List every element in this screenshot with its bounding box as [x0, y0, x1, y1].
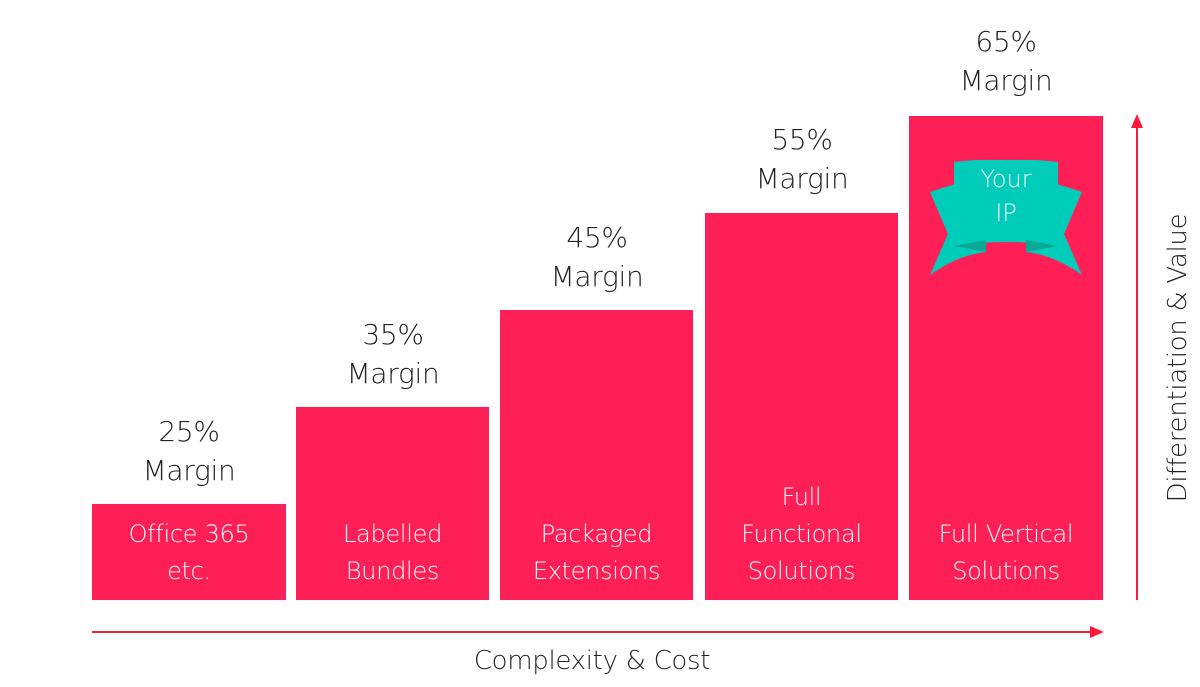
- bar-label-line: Bundles: [345, 557, 440, 585]
- y-axis-title: Differentiation & Value: [1163, 213, 1193, 503]
- margin-value: 65%: [975, 25, 1037, 58]
- bar-label-line: Functional: [741, 520, 862, 548]
- ribbon-text: Your IP: [928, 162, 1084, 230]
- arrow-up-icon: [1131, 114, 1143, 128]
- bar-label-line: Labelled: [342, 520, 442, 548]
- bar-label: Packaged Extensions: [532, 516, 661, 600]
- bar-label-line: Extensions: [532, 557, 661, 585]
- bar-label-line: Packaged: [540, 520, 653, 548]
- bar-label-line: Solutions: [952, 557, 1060, 585]
- x-axis-line: [92, 631, 1092, 633]
- bar-label-line: Full: [781, 483, 822, 511]
- bar-label: Full Functional Solutions: [741, 479, 862, 600]
- bar-label-line: Full Vertical: [938, 520, 1074, 548]
- margin-word: Margin: [755, 162, 849, 195]
- bar-label: Labelled Bundles: [343, 516, 442, 600]
- margin-label-2: 35% Margin: [296, 315, 490, 393]
- bar-office-365: Office 365 etc.: [92, 504, 286, 600]
- bar-label-line: Solutions: [747, 557, 856, 585]
- margin-value: 25%: [158, 415, 220, 448]
- bar-label-line: Office 365: [128, 520, 250, 548]
- margin-word: Margin: [346, 357, 440, 390]
- margin-label-5: 65% Margin: [909, 22, 1103, 100]
- margin-value: 35%: [362, 318, 424, 351]
- bar-label: Office 365 etc.: [129, 516, 250, 600]
- margin-word: Margin: [142, 454, 236, 487]
- ribbon-badge-icon: [930, 160, 1082, 275]
- bar-labelled-bundles: Labelled Bundles: [296, 407, 489, 600]
- margin-word: Margin: [959, 64, 1053, 97]
- margin-value: 55%: [771, 123, 833, 156]
- y-axis-line: [1136, 126, 1138, 600]
- ribbon-line: Your: [980, 165, 1032, 193]
- bar-full-functional-solutions: Full Functional Solutions: [705, 213, 898, 600]
- margin-label-1: 25% Margin: [92, 412, 286, 490]
- bar-label: Full Vertical Solutions: [939, 516, 1074, 600]
- bar-packaged-extensions: Packaged Extensions: [500, 310, 693, 600]
- margin-value: 45%: [566, 221, 628, 254]
- x-axis-title: Complexity & Cost: [473, 646, 711, 676]
- arrow-right-icon: [1090, 626, 1104, 638]
- bar-label-line: etc.: [167, 557, 211, 585]
- margin-label-3: 45% Margin: [500, 218, 694, 296]
- margin-word: Margin: [550, 260, 644, 293]
- ribbon-line: IP: [995, 199, 1017, 227]
- margin-label-4: 55% Margin: [705, 120, 899, 198]
